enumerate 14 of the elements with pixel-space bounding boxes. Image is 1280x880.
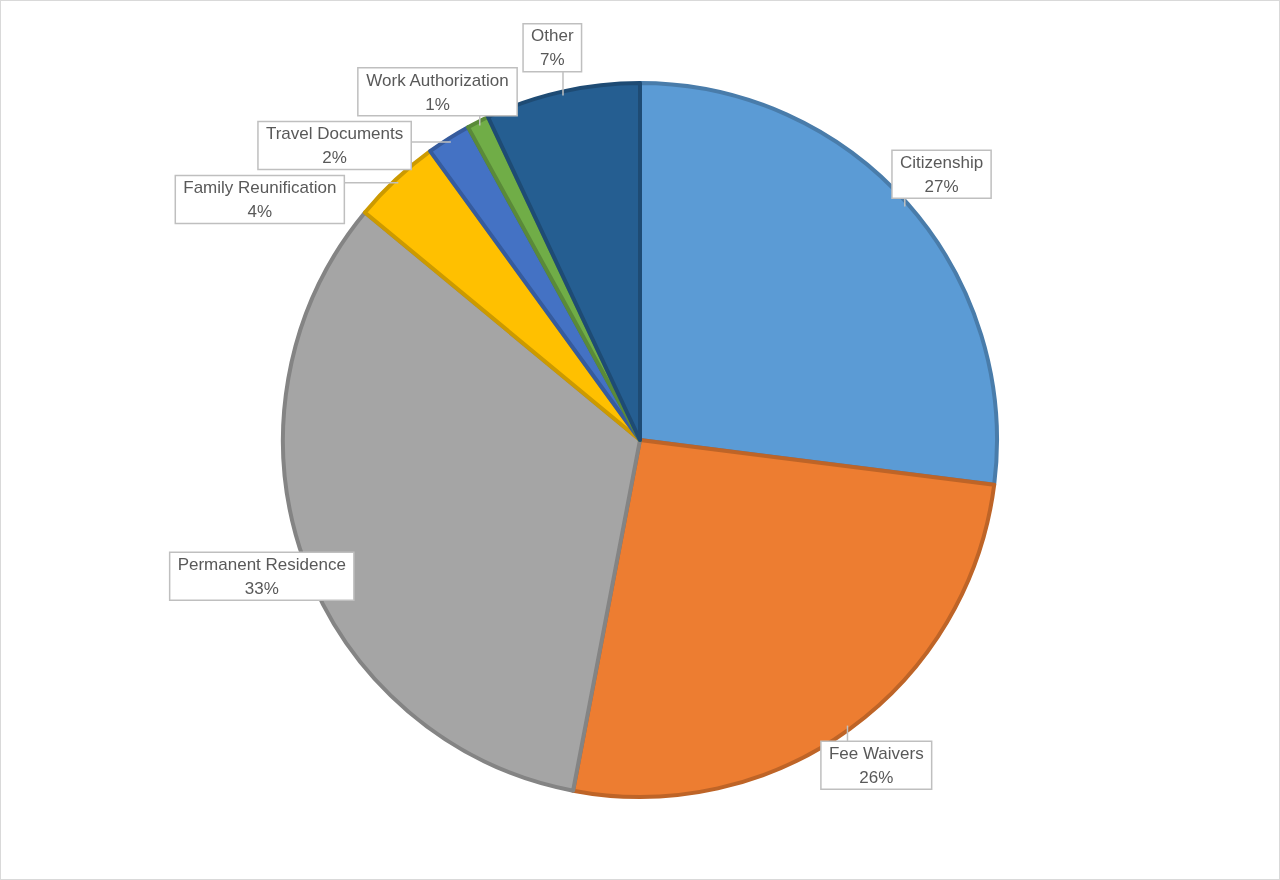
data-label: 33% — [244, 578, 279, 598]
slice-label: Other — [531, 26, 574, 46]
data-label: 7% — [540, 50, 565, 70]
data-label: 4% — [247, 202, 273, 222]
slice-label: Travel Documents — [265, 124, 404, 144]
data-label: 26% — [859, 767, 894, 787]
slice-label: Citizenship — [899, 152, 984, 172]
slice-label: Work Authorization — [366, 70, 509, 90]
data-label: 1% — [425, 94, 450, 114]
data-label: 27% — [924, 176, 959, 196]
slice-label: Family Reunification — [183, 178, 337, 198]
data-label: 2% — [322, 148, 347, 168]
slice-label: Fee Waivers — [828, 743, 924, 763]
slice-label: Permanent Residence — [177, 554, 346, 574]
